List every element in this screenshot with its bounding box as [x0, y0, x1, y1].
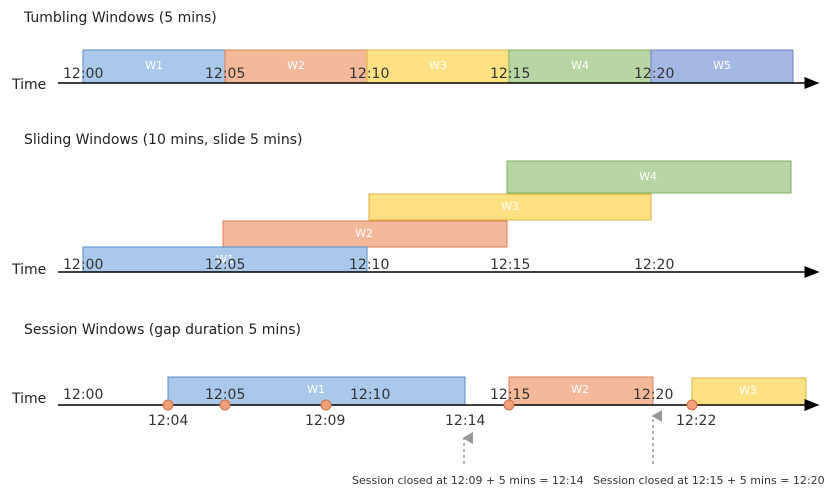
event-dot	[686, 399, 698, 411]
window	[508, 376, 654, 406]
event-label: 12:22	[676, 413, 716, 429]
window	[368, 193, 652, 221]
section-title: Sliding Windows (10 mins, slide 5 mins)	[24, 132, 302, 148]
window	[222, 220, 508, 248]
event-dot	[162, 399, 174, 411]
tick-label: 12:05	[205, 257, 245, 273]
tumbling-section: Tumbling Windows (5 mins) W1 W2 W3 W4 W5…	[11, 10, 820, 93]
tick-label: 12:00	[63, 387, 103, 403]
window-label: W5	[713, 59, 731, 72]
window	[366, 49, 510, 84]
tick-label: 12:10	[349, 257, 389, 273]
window-label: W3	[739, 384, 757, 397]
window-label: W1	[307, 383, 325, 396]
sliding-section: Sliding Windows (10 mins, slide 5 mins) …	[11, 132, 820, 278]
window-label: W4	[571, 59, 589, 72]
window-label: W3	[429, 59, 447, 72]
tick-label: 12:15	[490, 387, 530, 403]
window-label: W3	[501, 200, 519, 213]
event-dot	[503, 399, 515, 411]
tick-label: 12:05	[205, 387, 245, 403]
axis-label: Time	[11, 262, 46, 278]
tick-label: 12:05	[205, 66, 245, 82]
tick-label: 12:20	[634, 257, 674, 273]
event-dot	[320, 399, 332, 411]
window-label: W1	[216, 253, 234, 266]
window-label: W2	[355, 227, 373, 240]
window	[506, 160, 792, 194]
event-label: 12:09	[305, 413, 345, 429]
event-label: 12:14	[445, 413, 485, 429]
window-label: W4	[639, 170, 657, 183]
axis-label: Time	[11, 77, 46, 93]
tick-label: 12:10	[349, 66, 389, 82]
window	[224, 49, 368, 84]
tick-label: 12:00	[63, 257, 103, 273]
window-label: W2	[571, 383, 589, 396]
tick-label: 12:20	[634, 66, 674, 82]
window	[82, 49, 226, 84]
tick-label: 12:10	[350, 387, 390, 403]
window	[82, 246, 368, 273]
window	[691, 377, 807, 406]
tick-label: 12:15	[490, 257, 530, 273]
section-title: Tumbling Windows (5 mins)	[23, 10, 217, 26]
event-label: 12:04	[148, 413, 188, 429]
event-dot	[219, 399, 231, 411]
tick-label: 12:20	[633, 387, 673, 403]
note: Session closed at 12:15 + 5 mins = 12:20	[593, 474, 825, 487]
tick-label: 12:15	[490, 66, 530, 82]
axis-label: Time	[11, 391, 46, 407]
section-title: Session Windows (gap duration 5 mins)	[24, 322, 301, 338]
window-label: W1	[145, 59, 163, 72]
session-section: Session Windows (gap duration 5 mins) W1…	[11, 322, 825, 487]
tick-label: 12:00	[63, 66, 103, 82]
note: Session closed at 12:09 + 5 mins = 12:14	[352, 474, 584, 487]
window-label: W2	[287, 59, 305, 72]
